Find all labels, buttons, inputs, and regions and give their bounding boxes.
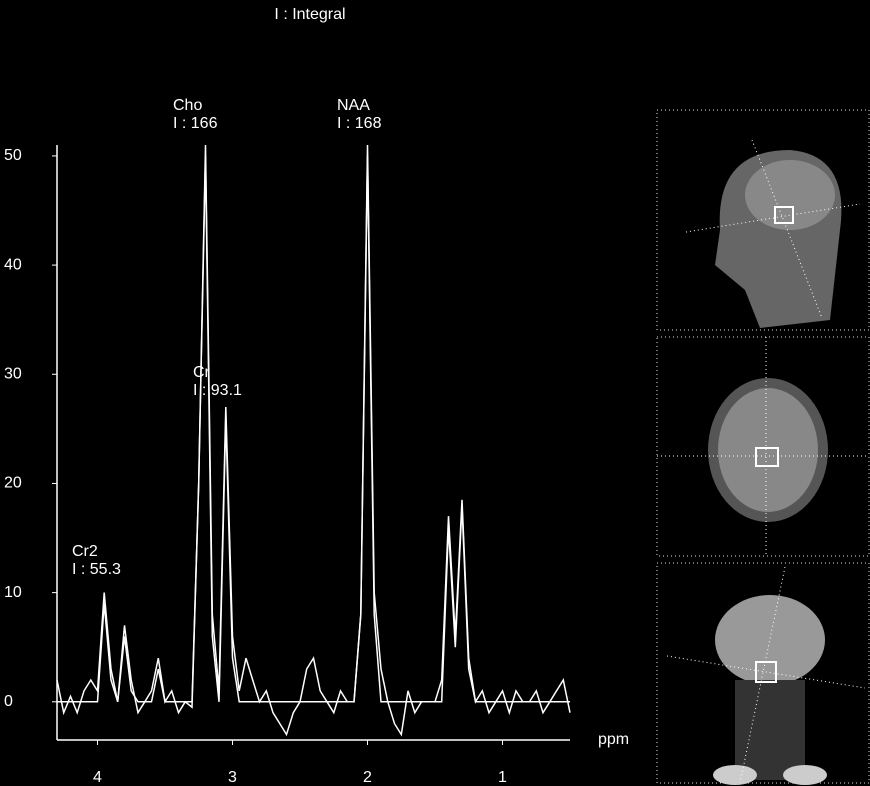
peak-name: Cho	[173, 97, 202, 114]
coronal-image	[667, 567, 865, 785]
x-tick-label: 4	[93, 769, 102, 786]
y-tick-label: 10	[4, 584, 22, 601]
x-tick-label: 1	[498, 769, 507, 786]
y-tick-label: 50	[4, 147, 22, 164]
sagittal-image	[686, 140, 860, 328]
peak-integral: I : 168	[337, 115, 382, 132]
x-axis-label: ppm	[598, 731, 629, 748]
peak-name: Cr	[193, 364, 211, 381]
y-tick-label: 30	[4, 365, 22, 382]
peak-integral: I : 55.3	[72, 561, 121, 578]
y-tick-label: 20	[4, 475, 22, 492]
peak-integral: I : 166	[173, 115, 218, 132]
x-tick-label: 3	[228, 769, 237, 786]
axial-image	[657, 337, 869, 556]
spectrum-line	[57, 156, 570, 702]
peak-name: NAA	[337, 97, 370, 114]
x-tick-label: 2	[363, 769, 372, 786]
peak-integral: I : 93.1	[193, 382, 242, 399]
y-tick-label: 40	[4, 256, 22, 273]
chart-title: I : Integral	[274, 6, 345, 23]
spectrum-line	[57, 145, 570, 735]
peak-name: Cr2	[72, 543, 98, 560]
y-tick-label: 0	[4, 693, 13, 710]
chart: I : Integral ppm 0 10 20 30 40 50 4 3 2 1 Cr2I : 5…	[0, 0, 870, 786]
